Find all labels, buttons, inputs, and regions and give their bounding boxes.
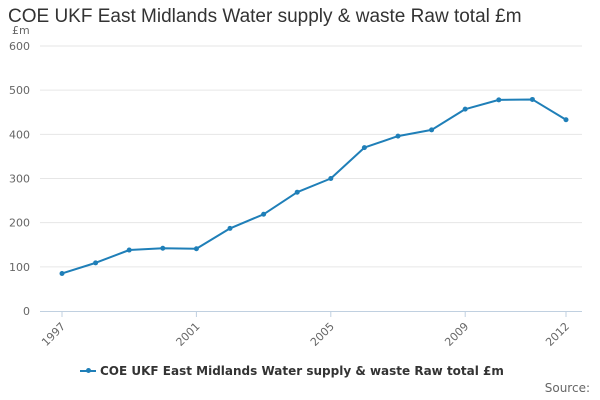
x-tick-label-2012: 2012 — [543, 320, 572, 349]
data-point-2008 — [429, 127, 435, 133]
data-point-2006 — [361, 145, 367, 151]
data-point-2000 — [160, 245, 166, 251]
y-tick-label-600: 600 — [9, 40, 30, 53]
data-point-2011 — [529, 96, 535, 102]
data-point-2005 — [328, 176, 334, 181]
y-tick-label-0: 0 — [23, 305, 30, 318]
data-point-2007 — [395, 133, 401, 139]
x-tick-label-1997: 1997 — [39, 320, 68, 349]
y-tick-label-500: 500 — [9, 84, 30, 97]
data-point-1997 — [59, 270, 65, 276]
y-axis-unit-label: £m — [12, 24, 30, 37]
data-point-1999 — [126, 247, 132, 253]
legend-label: COE UKF East Midlands Water supply & was… — [100, 364, 504, 378]
data-point-2003 — [261, 211, 267, 217]
x-tick-label-2005: 2005 — [308, 320, 337, 349]
x-tick-label-2001: 2001 — [174, 320, 203, 349]
data-point-2010 — [496, 97, 502, 103]
y-tick-label-200: 200 — [9, 217, 30, 230]
data-point-2009 — [462, 106, 468, 112]
legend-dot-marker — [86, 368, 91, 373]
source-label: Source: — [544, 381, 590, 395]
data-point-2012 — [563, 117, 569, 123]
data-point-2002 — [227, 225, 233, 231]
chart-title: COE UKF East Midlands Water supply & was… — [8, 6, 522, 27]
data-point-2004 — [294, 189, 300, 195]
legend[interactable]: COE UKF East Midlands Water supply & was… — [80, 364, 504, 378]
data-point-1998 — [93, 260, 99, 266]
y-tick-label-300: 300 — [9, 173, 30, 186]
legend-symbol — [80, 366, 96, 376]
data-point-2001 — [193, 246, 199, 252]
y-tick-label-400: 400 — [9, 128, 30, 141]
y-tick-label-100: 100 — [9, 261, 30, 274]
x-tick-label-2009: 2009 — [442, 320, 471, 349]
series-line-0 — [61, 98, 567, 275]
